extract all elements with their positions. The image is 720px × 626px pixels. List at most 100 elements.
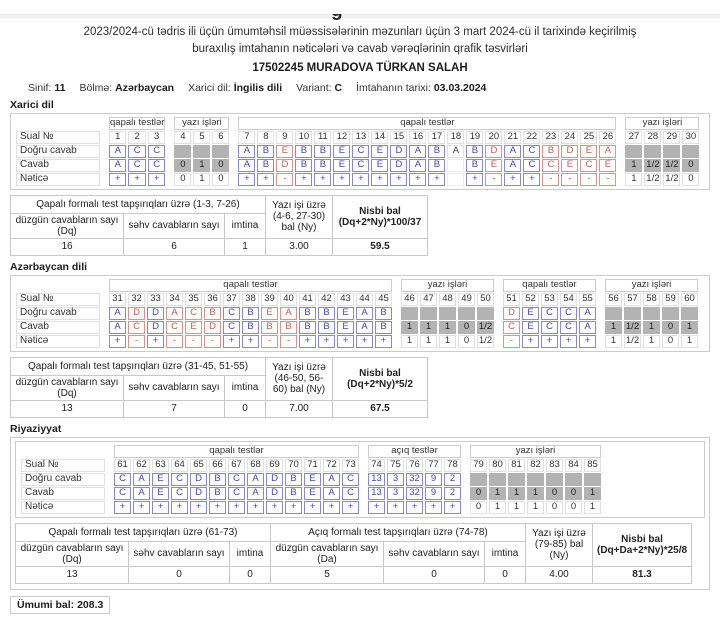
result-cell: + bbox=[337, 334, 354, 348]
correct-answer-cell bbox=[527, 472, 544, 486]
result-cell: + bbox=[425, 500, 442, 514]
given-answer-cell: 0 bbox=[662, 320, 679, 334]
given-answer-cell: A bbox=[409, 158, 427, 172]
meta-value: 03.03.2024 bbox=[433, 81, 487, 94]
relative-score-header: Nisbi bal (Dq+2*Ny)*100/37 bbox=[332, 194, 428, 239]
summary-col-header: düzgün cavabların sayı (Dq) bbox=[15, 540, 129, 567]
answer-grid-row: Sual № Doğru cavab Cavab Nəticə qapalı testl… bbox=[19, 444, 701, 515]
result-cell: 0 bbox=[546, 500, 563, 514]
group-header-row: yazı işləri bbox=[625, 116, 700, 130]
correct-answer-cell: B bbox=[375, 306, 392, 320]
result-cell: 0 bbox=[565, 500, 582, 514]
correct-answer-cell: D bbox=[147, 306, 164, 320]
correct-answer-cell: A bbox=[280, 306, 297, 320]
exam-meta: Sinif: 11 Bölmə: Azərbaycan Xarici dil: İngil… bbox=[28, 82, 720, 94]
correct-answer-cell bbox=[439, 306, 456, 320]
given-answer-cell: A bbox=[579, 320, 596, 334]
given-answer-cell: A bbox=[109, 158, 127, 172]
result-cell: + bbox=[128, 172, 146, 186]
given-answer-cell: E bbox=[333, 158, 351, 172]
label-row bbox=[16, 279, 100, 292]
given-answer-cell: 1 bbox=[401, 320, 418, 334]
correct-answer-cell: C bbox=[114, 472, 131, 486]
summary-value: 6 bbox=[123, 237, 225, 256]
summary-table: Qapalı formalı test tapşırıqları üzrə (1… bbox=[10, 194, 428, 256]
correct-answer-cell: A bbox=[166, 306, 183, 320]
question-number: 71 bbox=[304, 458, 321, 472]
given-answer-cell: C bbox=[171, 486, 188, 500]
question-group: qapalı testlər 61 62 63 64 65 66 67 68 69 70 71 72 73… bbox=[112, 444, 361, 515]
result-cell: + bbox=[387, 500, 404, 514]
question-number-row: 61 62 63 64 65 66 67 68 69 70 71 72 73 bbox=[114, 458, 359, 472]
correct-answer-cell: E bbox=[276, 144, 294, 158]
netice-row: + + + + + + + + + + + + + bbox=[114, 500, 359, 514]
given-answer-cell: 1 bbox=[508, 486, 525, 500]
correct-answer-cell: D bbox=[561, 144, 579, 158]
group-header-row: yazı işləri bbox=[470, 444, 601, 458]
correct-answer-cell: C bbox=[128, 144, 146, 158]
question-group: açıq testlər 74 75 76 77 78 13 3 32 9 2 13 3 32 9 2 + + + +… bbox=[366, 444, 463, 515]
correct-answer-cell: C bbox=[223, 306, 240, 320]
question-number: 75 bbox=[387, 458, 404, 472]
summary-header-row: Qapalı formalı test tapşırıqları üzrə (6… bbox=[15, 522, 693, 567]
netice-row: + + + bbox=[109, 172, 166, 186]
given-answer-cell: C bbox=[114, 486, 131, 500]
given-answer-cell: C bbox=[128, 320, 145, 334]
result-cell: + bbox=[171, 500, 188, 514]
result-cell: + bbox=[209, 500, 226, 514]
report-title-line2: buraxılış imtahanın nəticələri və cavab … bbox=[192, 43, 528, 56]
question-number: 53 bbox=[541, 292, 558, 306]
question-group: yazı işləri 79 80 81 82 83 84 85 0 1 1 1 0 0 1 0 1 1 1 0 0 1 bbox=[468, 444, 603, 515]
summary-value: 0 bbox=[224, 399, 266, 418]
result-cell: - bbox=[599, 172, 617, 186]
result-cell: + bbox=[114, 500, 131, 514]
result-cell: + bbox=[323, 500, 340, 514]
given-answer-cell: D bbox=[390, 158, 408, 172]
correct-answer-cell: D bbox=[390, 144, 408, 158]
question-number: 74 bbox=[368, 458, 385, 472]
relative-score-title: Nisbi bal bbox=[621, 533, 663, 545]
given-answer-cell bbox=[447, 158, 465, 172]
question-number: 63 bbox=[152, 458, 169, 472]
given-answer-cell: E bbox=[561, 158, 579, 172]
result-cell: 0 bbox=[174, 172, 192, 186]
result-cell: + bbox=[266, 500, 283, 514]
given-answer-cell: 1 bbox=[489, 486, 506, 500]
dogru-row bbox=[401, 306, 494, 320]
given-answer-cell: 1 bbox=[584, 486, 601, 500]
given-answer-cell: 1/2 bbox=[663, 158, 681, 172]
summary-table: Qapalı formalı test tapşırıqları üzrə (6… bbox=[15, 522, 693, 584]
correct-answer-cell: C bbox=[228, 472, 245, 486]
given-answer-cell: C bbox=[580, 158, 598, 172]
group-header-row: qapalı testlər bbox=[109, 278, 392, 292]
question-number: 76 bbox=[406, 458, 423, 472]
given-answer-cell: B bbox=[466, 158, 484, 172]
question-number: 19 bbox=[466, 130, 484, 144]
given-answer-cell: E bbox=[152, 486, 169, 500]
given-answer-cell: 0 bbox=[565, 486, 582, 500]
cropped-logo: g bbox=[331, 14, 347, 23]
row-labels: Sual № Doğru cavab Cavab Nəticə bbox=[14, 116, 102, 187]
question-number-row: 31 32 33 34 35 36 37 38 39 40 41 42 43 44 45 bbox=[109, 292, 392, 306]
writing-score-header: Yazı işi üzrə (4-6, 27-30) bal (Ny) bbox=[265, 194, 333, 239]
result-cell: + bbox=[299, 334, 316, 348]
group-header-row: yazı işləri bbox=[174, 116, 230, 130]
question-number: 45 bbox=[375, 292, 392, 306]
correct-answer-cell bbox=[508, 472, 525, 486]
netice-row: - + + + + bbox=[503, 334, 596, 348]
summary-value: 0 bbox=[383, 565, 485, 584]
question-number: 64 bbox=[171, 458, 188, 472]
result-cell: - bbox=[280, 334, 297, 348]
result-cell bbox=[447, 172, 465, 186]
result-cell: 1 bbox=[439, 334, 456, 348]
correct-answer-cell: E bbox=[333, 144, 351, 158]
result-cell: 0 bbox=[682, 172, 700, 186]
total-score-value: 208.3 bbox=[77, 598, 104, 611]
answer-grid: Sual № Doğru cavab Cavab Nəticə qapalı testl… bbox=[10, 112, 710, 190]
given-answer-cell: 1/2 bbox=[624, 320, 641, 334]
meta-label: Sinif: bbox=[28, 81, 52, 94]
given-answer-cell: 0 bbox=[470, 486, 487, 500]
